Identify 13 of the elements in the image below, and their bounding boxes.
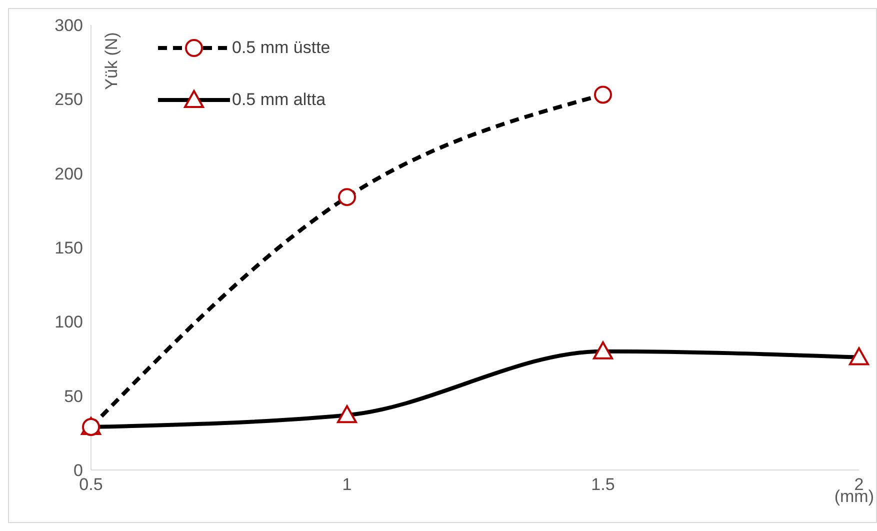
x-tick-label: 0.5 (79, 475, 103, 494)
x-tick-label: 1 (342, 475, 352, 494)
y-tick-label: 200 (54, 164, 83, 184)
legend-label: 0.5 mm üstte (232, 38, 330, 58)
y-tick-label: 300 (54, 16, 83, 36)
y-axis-title: Yük (N) (102, 32, 121, 90)
x-tick-label: 1.5 (591, 475, 615, 494)
y-tick-label: 100 (54, 312, 83, 332)
y-tick-label: 150 (54, 238, 83, 258)
y-tick-label: 50 (64, 386, 83, 406)
y-tick-label: 250 (54, 90, 83, 110)
legend-label: 0.5 mm altta (232, 90, 326, 110)
x-tick-label: 2 (854, 475, 864, 494)
